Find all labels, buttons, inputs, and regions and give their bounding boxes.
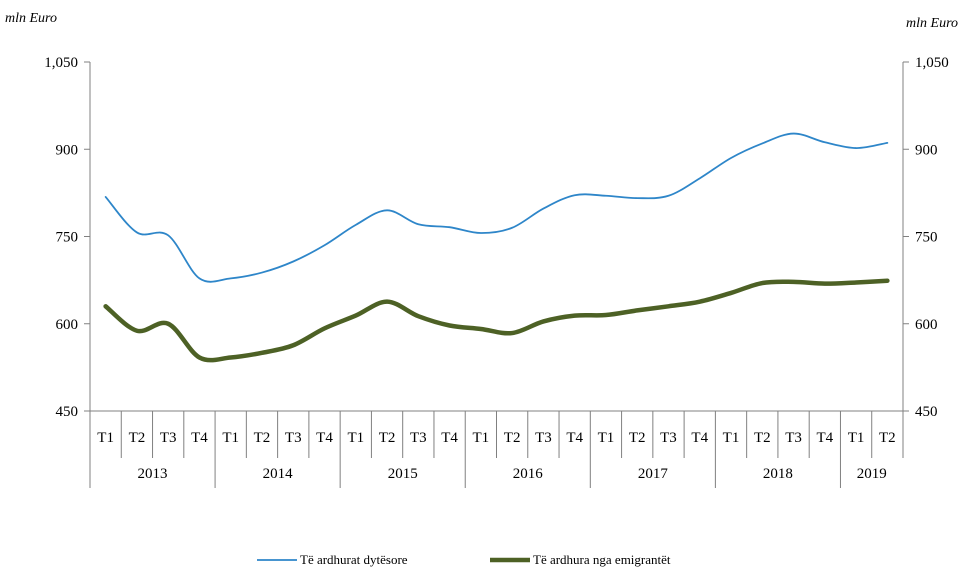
series-line-secondary-income (104, 132, 889, 283)
year-label: 2019 (857, 466, 887, 482)
quarter-label: T3 (785, 430, 802, 446)
quarter-label: T2 (879, 430, 896, 446)
left-y-tick-label: 750 (56, 230, 79, 246)
quarter-label: T2 (254, 430, 271, 446)
year-label: 2013 (138, 466, 168, 482)
quarter-label: T4 (816, 430, 833, 446)
quarter-label: T3 (535, 430, 552, 446)
quarter-label: T2 (629, 430, 646, 446)
legend-label: Të ardhura nga emigrantët (533, 552, 671, 567)
quarter-label: T1 (473, 430, 490, 446)
quarter-label: T3 (160, 430, 177, 446)
legend: Të ardhurat dytësore Të ardhura nga emigr… (257, 552, 671, 567)
year-label: 2015 (388, 466, 418, 482)
quarter-label: T2 (379, 430, 396, 446)
year-label: 2018 (763, 466, 793, 482)
year-label: 2014 (263, 466, 294, 482)
quarter-label: T1 (723, 430, 740, 446)
quarter-label: T3 (285, 430, 302, 446)
right-unit-label: mln Euro (906, 16, 958, 31)
quarter-label: T1 (222, 430, 239, 446)
left-y-tick-label: 600 (56, 317, 79, 333)
quarter-label: T4 (691, 430, 708, 446)
right-y-tick-label: 450 (915, 404, 938, 420)
year-label: 2017 (638, 466, 669, 482)
legend-label: Të ardhurat dytësore (300, 552, 408, 567)
quarter-label: T1 (347, 430, 364, 446)
quarter-label: T3 (410, 430, 427, 446)
quarter-label: T4 (191, 430, 208, 446)
right-y-tick-label: 900 (915, 142, 938, 158)
right-y-tick-label: 750 (915, 230, 938, 246)
left-y-tick-label: 450 (56, 404, 79, 420)
quarter-label: T1 (598, 430, 615, 446)
right-y-axis-ticks: 450 600 750 900 1,050 (903, 55, 949, 420)
quarter-label: T2 (504, 430, 521, 446)
quarter-label: T4 (316, 430, 333, 446)
right-y-tick-label: 1,050 (915, 55, 949, 71)
quarter-label: T1 (848, 430, 865, 446)
left-y-tick-label: 1,050 (44, 55, 78, 71)
left-unit-label: mln Euro (5, 11, 57, 26)
quarter-label: T4 (441, 430, 458, 446)
left-y-axis-ticks: 450 600 750 900 1,050 (44, 55, 90, 420)
year-label: 2016 (513, 466, 544, 482)
quarter-label: T4 (566, 430, 583, 446)
quarter-label: T1 (97, 430, 114, 446)
series-line-emigrant-income (103, 278, 890, 363)
right-y-tick-label: 600 (915, 317, 938, 333)
left-y-tick-label: 900 (56, 142, 79, 158)
series-lines (103, 132, 890, 363)
quarter-label: T2 (754, 430, 771, 446)
quarter-label: T2 (129, 430, 146, 446)
quarter-label: T3 (660, 430, 677, 446)
x-axis-categories: T1 T2 T3 T4 T1 T2 T3 T4 T1 T2 T3 T4 T1 T2 T3 T4 T1 T2 T3 T4… (89, 411, 904, 488)
